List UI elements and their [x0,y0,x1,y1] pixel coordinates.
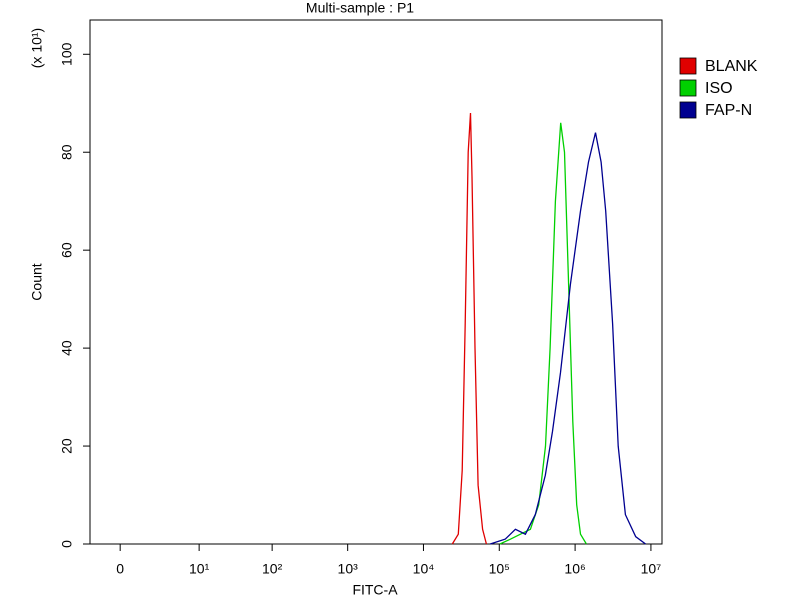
x-tick-label: 10⁵ [489,561,510,577]
series-line [499,122,587,545]
legend-swatch [679,79,697,97]
y-tick-label: 100 [59,42,75,66]
x-tick-label: 10¹ [189,561,210,577]
x-tick-label: 10² [262,561,283,577]
y-tick-label: 40 [59,340,75,356]
y-tick-label: 80 [59,144,75,160]
legend-label: ISO [705,80,733,97]
x-tick-label: 10³ [338,561,359,577]
y-multiplier: (x 10¹) [29,28,45,68]
x-axis-label: FITC-A [352,582,398,598]
plot-frame [89,19,663,545]
y-tick-label: 60 [59,242,75,258]
legend-label: FAP-N [705,102,752,119]
x-tick-label: 10⁷ [641,561,662,577]
series-line [489,132,646,545]
series-line [451,112,488,545]
y-tick-label: 0 [59,540,75,548]
x-tick-label: 10⁴ [413,561,435,577]
chart-title: Multi-sample : P1 [306,0,414,16]
legend-swatch [679,101,697,119]
y-tick-label: 20 [59,438,75,454]
legend-swatch [679,57,697,75]
x-tick-label: 0 [116,561,124,577]
x-tick-label: 10⁶ [564,561,585,577]
y-axis-label: Count [29,263,45,300]
legend-label: BLANK [705,58,758,75]
